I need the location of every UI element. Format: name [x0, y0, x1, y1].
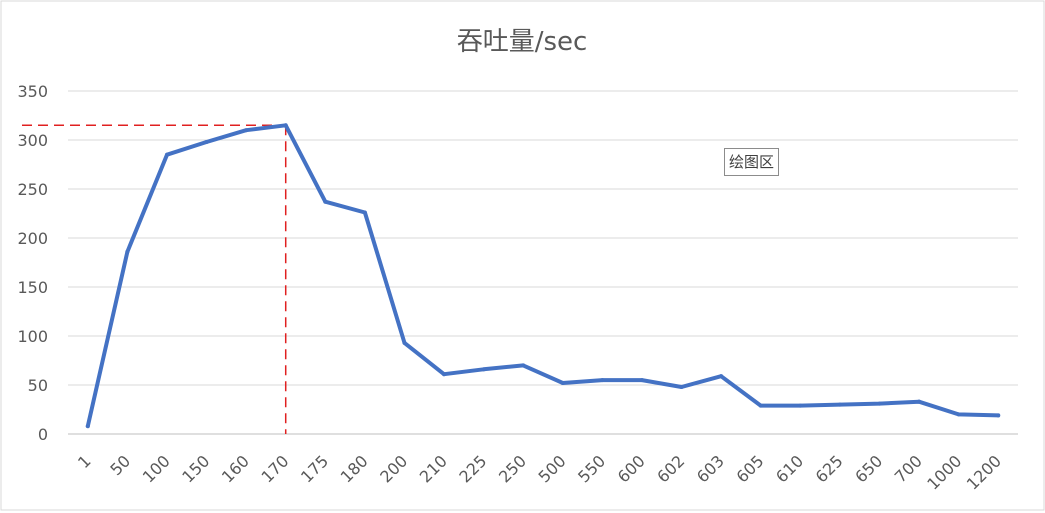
data-point — [362, 210, 367, 215]
plot-area-label[interactable]: 绘图区 — [724, 148, 780, 176]
y-tick-label: 200 — [17, 229, 48, 248]
y-tick-label: 300 — [17, 131, 48, 150]
data-point — [442, 372, 447, 377]
peak-marker-lines — [22, 124, 287, 434]
data-point — [679, 384, 684, 389]
data-point — [323, 199, 328, 204]
data-point — [204, 139, 209, 144]
data-point — [956, 412, 961, 417]
y-tick-label: 250 — [17, 180, 48, 199]
series-line — [85, 123, 1001, 429]
data-point — [877, 401, 882, 406]
y-tick-label: 100 — [17, 327, 48, 346]
data-point — [600, 378, 605, 383]
y-tick-label: 350 — [17, 82, 48, 101]
data-point — [837, 402, 842, 407]
data-point — [402, 340, 407, 345]
y-tick-label: 50 — [28, 376, 48, 395]
chart-title: 吞吐量/sec — [457, 27, 588, 57]
data-point — [125, 249, 130, 254]
data-point — [719, 374, 724, 379]
data-point — [560, 381, 565, 386]
data-point — [521, 363, 526, 368]
data-point — [798, 403, 803, 408]
data-point — [244, 128, 249, 133]
y-tick-label: 150 — [17, 278, 48, 297]
grid-lines — [68, 90, 1018, 435]
data-point — [758, 403, 763, 408]
y-tick-labels: 0 50 100 150 200 250 300 350 — [17, 82, 48, 444]
series-layer — [85, 123, 1001, 429]
y-tick-label: 0 — [38, 425, 48, 444]
data-point — [164, 152, 169, 157]
data-point — [283, 123, 288, 128]
data-point — [481, 367, 486, 372]
data-point — [85, 424, 90, 429]
data-point — [996, 413, 1001, 418]
data-point — [639, 378, 644, 383]
data-point — [917, 399, 922, 404]
